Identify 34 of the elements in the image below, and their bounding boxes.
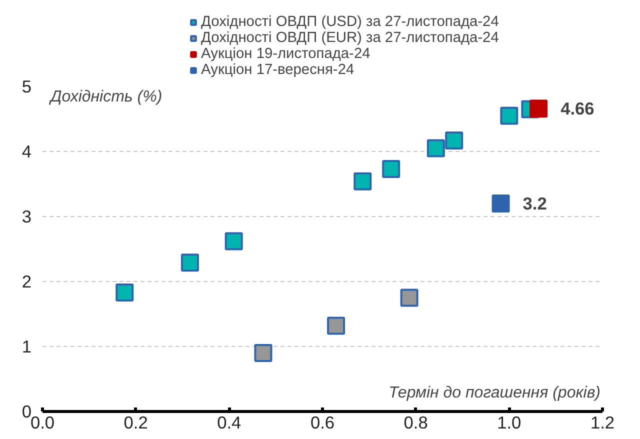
point (400, 288, 418, 307)
point (426, 139, 445, 158)
y-tick-label: 5 (22, 76, 32, 96)
point (327, 316, 346, 335)
data-label: 3.2 (522, 194, 547, 214)
x-tick-label: 0.8 (404, 412, 428, 432)
y-tick-label: 1 (22, 336, 32, 356)
y-tick-label: 0 (22, 402, 32, 422)
y-axis-title: Дохідність (%) (48, 88, 162, 106)
legend-label: Аукціон 17-вересня-24 (201, 62, 354, 78)
point (500, 106, 518, 125)
x-tick-label: 1.0 (497, 412, 522, 432)
data-label: 4.66 (560, 98, 595, 119)
x-tick-label: 1.2 (590, 412, 615, 432)
x-tick-label: 0.4 (217, 412, 242, 432)
legend-label: Дохідності ОВДП (USD) за 27-листопада-24 (201, 14, 499, 30)
point (116, 284, 134, 302)
point (492, 194, 510, 212)
point (254, 344, 272, 362)
x-tick-label: 0.6 (310, 412, 335, 432)
x-tick-label: 0.0 (30, 412, 55, 432)
point (382, 160, 400, 178)
x-axis-title: Термін до погашення (років) (388, 384, 600, 402)
y-tick-label: 2 (22, 272, 32, 292)
y-tick-label: 4 (22, 142, 32, 162)
point (445, 131, 464, 150)
x-tick-label: 0.2 (124, 412, 148, 432)
point (530, 100, 548, 118)
legend-label: Дохідності ОВДП (EUR) за 27-листопада-24 (201, 30, 499, 46)
point (224, 232, 243, 250)
point (180, 254, 199, 272)
legend-label: Аукціон 19-листопада-24 (201, 46, 370, 62)
y-tick-label: 3 (22, 206, 32, 226)
point (354, 172, 372, 190)
